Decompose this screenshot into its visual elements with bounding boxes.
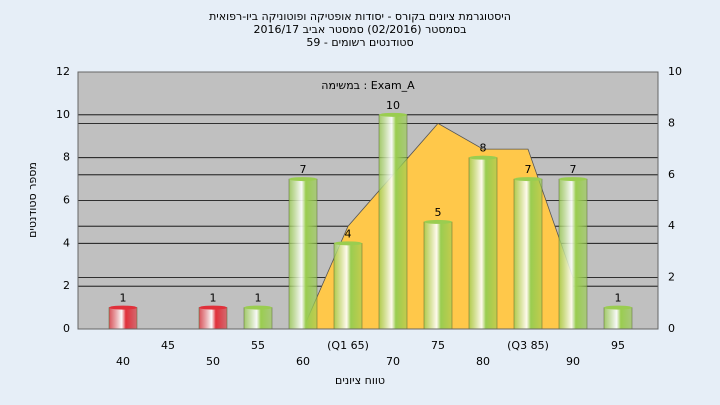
bar-top [334, 241, 362, 246]
bar [423, 221, 453, 330]
chart-title: בסמסטר (02/2016) סמסטר אביב 2016/17 [253, 23, 466, 36]
bar [513, 178, 543, 330]
bar [558, 178, 588, 330]
y-tick-label: 12 [56, 65, 70, 78]
bar-top [199, 305, 227, 310]
x-tick-label: 70 [386, 355, 400, 368]
x-tick-label: 80 [476, 355, 490, 368]
y2-tick-label: 8 [668, 116, 675, 129]
y-tick-label: 10 [56, 108, 70, 121]
y2-tick-label: 10 [668, 65, 682, 78]
data-label: 8 [480, 142, 487, 155]
data-label: 1 [255, 292, 262, 305]
data-label: 4 [345, 227, 352, 240]
bar-top [424, 219, 452, 224]
bar-top [514, 177, 542, 182]
chart-title: סטודנטים רשומים - 59 [306, 36, 413, 49]
data-label: 7 [525, 163, 532, 176]
y-tick-label: 4 [63, 236, 70, 249]
bar [333, 243, 363, 330]
bar [108, 307, 138, 330]
x-tick-label: 45 [161, 339, 175, 352]
y-tick-label: 8 [63, 151, 70, 164]
x-tick-label: 75 [431, 339, 445, 352]
bar [603, 307, 633, 330]
y2-tick-label: 2 [668, 271, 675, 284]
x-tick-label: 60 [296, 355, 310, 368]
data-label: 1 [210, 292, 217, 305]
x-tick-label: 40 [116, 355, 130, 368]
bar-top [559, 177, 587, 182]
chart-subtitle: במשימה : Exam_A [321, 79, 415, 92]
data-label: 1 [615, 292, 622, 305]
x-tick-label: (Q3 85) [507, 339, 549, 352]
x-tick-label: (Q1 65) [327, 339, 369, 352]
x-axis-title: טווח ציונים [335, 374, 385, 387]
y-tick-label: 0 [63, 322, 70, 335]
x-tick-label: 55 [251, 339, 265, 352]
y-tick-label: 6 [63, 194, 70, 207]
bar-top [379, 112, 407, 117]
x-tick-label: 50 [206, 355, 220, 368]
bar [288, 178, 318, 330]
chart-title: היסטוגרמת ציונים בקורס - יסודות אופטיקה … [209, 10, 511, 23]
data-label: 1 [120, 292, 127, 305]
x-tick-label: 90 [566, 355, 580, 368]
y-axis-title: מספר סטודנטים [26, 162, 39, 238]
bar-top [604, 305, 632, 310]
x-tick-label: 95 [611, 339, 625, 352]
bar [378, 114, 408, 330]
bar-top [244, 305, 272, 310]
y2-tick-label: 0 [668, 322, 675, 335]
data-label: 5 [435, 206, 442, 219]
bar-top [289, 177, 317, 182]
data-label: 7 [300, 163, 307, 176]
y2-tick-label: 6 [668, 168, 675, 181]
bar-top [469, 155, 497, 160]
bar [198, 307, 228, 330]
bar-top [109, 305, 137, 310]
bar [468, 157, 498, 330]
y2-tick-label: 4 [668, 219, 675, 232]
data-label: 10 [386, 99, 400, 112]
y-tick-label: 2 [63, 279, 70, 292]
bar [243, 307, 273, 330]
plot-frame [77, 71, 659, 330]
data-label: 7 [570, 163, 577, 176]
